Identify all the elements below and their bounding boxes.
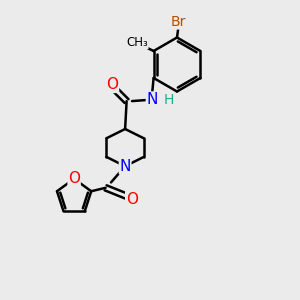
Text: Br: Br (171, 15, 186, 29)
Text: N: N (119, 159, 131, 174)
Text: N: N (146, 92, 158, 107)
Text: O: O (126, 192, 138, 207)
Text: CH₃: CH₃ (126, 35, 148, 49)
Text: H: H (164, 93, 174, 106)
Text: O: O (68, 171, 80, 186)
Text: O: O (106, 77, 119, 92)
